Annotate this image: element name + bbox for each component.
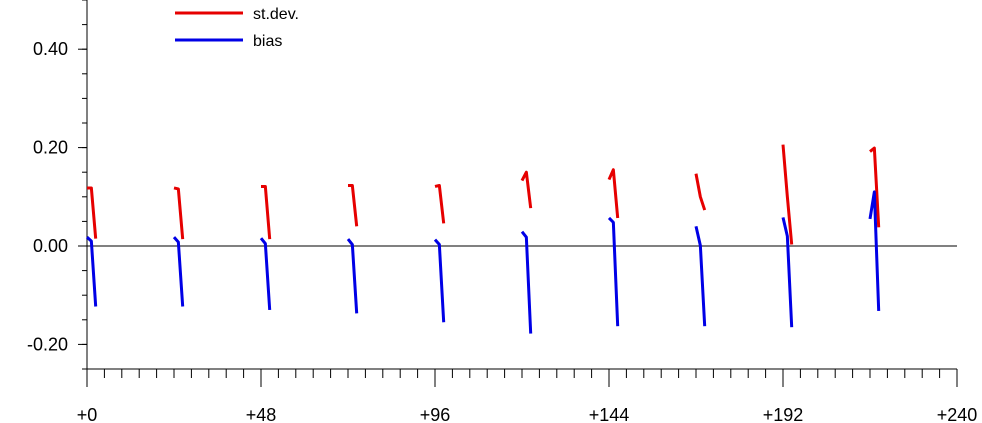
series-line-segment [520,170,533,209]
series-st-dev [87,144,881,245]
series-line-segment [433,238,446,323]
x-tick-label: +144 [589,405,630,423]
y-tick-label: 0.00 [33,236,68,256]
x-tick-label: +0 [77,405,98,423]
series-bias [85,190,881,334]
x-tick-label: +48 [246,405,277,423]
y-tick-label: 0.20 [33,138,68,158]
legend-label: bias [253,33,282,50]
series-line-segment [346,238,359,314]
series-layer [85,144,881,334]
y-tick-label: 0.40 [33,39,68,59]
series-line-segment [781,217,794,328]
series-line-segment [607,216,620,327]
series-line-segment [87,186,98,239]
series-line-segment [85,236,98,307]
y-tick-label: -0.20 [27,334,68,354]
series-line-segment [694,173,707,211]
legend-label: st.dev. [253,6,299,23]
series-line-segment [259,237,272,311]
x-tick-label: +192 [763,405,804,423]
series-line-segment [694,225,707,327]
series-line-segment [607,168,620,219]
series-line-segment [520,230,533,334]
axes-layer: -0.20 0.00 0.20 0.40 +0 +48 +96 +144 +192 +240 [27,0,977,423]
series-line-segment [261,184,272,240]
x-tick-label: +96 [420,405,451,423]
series-line-segment [868,190,881,311]
legend: st.dev. bias [175,6,299,50]
series-line-segment [781,144,794,245]
x-tick-label: +240 [937,405,978,423]
series-line-segment [434,183,446,224]
series-line-segment [172,236,185,307]
series-line-segment [348,183,359,227]
series-line-segment [869,146,881,228]
series-line-segment [173,186,185,240]
